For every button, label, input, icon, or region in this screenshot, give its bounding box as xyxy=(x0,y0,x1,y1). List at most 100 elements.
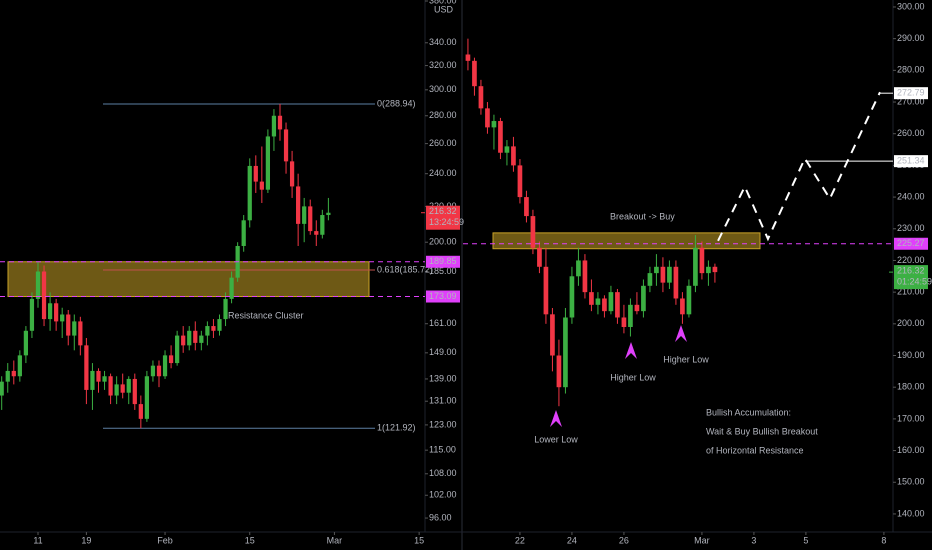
marker-arrow xyxy=(625,342,637,359)
fib-label: 0.618(185.72) xyxy=(377,264,433,274)
y-tick-label: 200.00 xyxy=(897,318,925,328)
x-tick-label: 8 xyxy=(881,535,886,545)
y-tick-label: 210.00 xyxy=(897,287,925,297)
y-tick-label: 260.00 xyxy=(897,128,925,138)
candle-body xyxy=(187,330,192,346)
candle-body xyxy=(150,365,156,377)
candle-body xyxy=(241,220,246,246)
note-line: Bullish Accumulation: xyxy=(706,407,791,417)
candle-body xyxy=(478,86,484,109)
candle-body xyxy=(35,271,41,299)
countdown-label: 01:24:59 xyxy=(897,276,932,286)
y-tick-label: 340.00 xyxy=(429,37,457,47)
y-tick-label: 380.00 xyxy=(429,0,457,5)
level-label-box xyxy=(894,237,928,250)
candle-body xyxy=(205,326,210,336)
candle-body xyxy=(314,231,319,235)
candle-body xyxy=(595,298,601,305)
candle-body xyxy=(132,378,137,405)
candle-body xyxy=(11,370,16,377)
last-price-label: 216.32 xyxy=(429,206,457,216)
candle-body xyxy=(229,277,234,299)
x-tick-label: 15 xyxy=(245,535,255,545)
candle-body xyxy=(706,266,711,274)
candle-body xyxy=(41,271,47,320)
target-label-box xyxy=(894,155,928,168)
y-tick-label: 280.00 xyxy=(897,65,925,75)
currency-label: USD xyxy=(434,4,454,14)
y-tick-label: 115.00 xyxy=(429,445,456,455)
annotation: Resistance Cluster xyxy=(228,310,304,320)
candle-body xyxy=(259,181,264,190)
candle-body xyxy=(615,292,620,318)
level-label: 225.27 xyxy=(897,238,925,248)
annotation: Higher Low xyxy=(610,372,656,382)
y-tick-label: 300.00 xyxy=(897,1,925,11)
y-tick-label: 300.00 xyxy=(429,84,457,94)
candle-body xyxy=(582,260,588,293)
candle-body xyxy=(0,381,4,396)
candle-body xyxy=(472,60,477,87)
last-price-box xyxy=(426,205,460,230)
candle-body xyxy=(576,260,581,277)
note-line: Wait & Buy Bullish Breakout xyxy=(706,426,818,436)
y-tick-label: 280.00 xyxy=(429,110,457,120)
candle-body xyxy=(712,266,718,273)
candle-body xyxy=(96,370,101,382)
resistance-zone xyxy=(492,232,761,250)
candle-body xyxy=(628,304,633,327)
candle-body xyxy=(693,247,698,286)
y-tick-label: 185.00 xyxy=(429,266,457,276)
candle-body xyxy=(102,376,107,382)
candle-body xyxy=(114,384,119,396)
annotation: Lower Low xyxy=(534,434,578,444)
candle-body xyxy=(199,335,204,343)
target-label: 272.79 xyxy=(897,88,925,98)
candle-body xyxy=(253,165,258,182)
candle-body xyxy=(296,186,301,224)
x-tick-label: 26 xyxy=(619,535,629,545)
candle-body xyxy=(550,314,555,356)
x-tick-label: Feb xyxy=(157,535,173,545)
candle-body xyxy=(517,165,523,198)
x-tick-label: 19 xyxy=(81,535,91,545)
x-tick-label: 11 xyxy=(33,535,42,545)
candle-body xyxy=(138,404,143,419)
x-tick-label: 24 xyxy=(567,535,577,545)
level-label-box xyxy=(426,255,460,268)
candle-body xyxy=(491,121,497,128)
y-tick-label: 290.00 xyxy=(897,33,925,43)
annotation: Breakout -> Buy xyxy=(610,211,675,221)
candle-body xyxy=(647,273,653,286)
y-tick-label: 200.00 xyxy=(429,237,457,247)
candle-body xyxy=(144,376,150,419)
candle-body xyxy=(667,266,672,283)
candle-body xyxy=(54,303,59,322)
y-tick-label: 160.00 xyxy=(897,445,925,455)
candle-body xyxy=(537,247,542,267)
fib-label: 1(121.92) xyxy=(377,423,416,433)
candle-body xyxy=(60,314,65,322)
level-label-box xyxy=(426,290,460,303)
y-tick-label: 96.00 xyxy=(429,512,452,522)
target-label: 251.34 xyxy=(897,156,925,166)
candle-body xyxy=(563,317,568,388)
candle-body xyxy=(181,335,186,346)
y-tick-label: 260.00 xyxy=(429,138,457,148)
candle-body xyxy=(485,108,490,128)
candle-body xyxy=(162,355,168,377)
y-tick-label: 131.00 xyxy=(429,396,457,406)
candle-body xyxy=(699,247,705,274)
x-tick-label: Mar xyxy=(327,535,343,545)
y-tick-label: 150.00 xyxy=(897,477,925,487)
candle-body xyxy=(90,370,95,390)
candle-body xyxy=(265,136,271,190)
candle-body xyxy=(47,303,53,320)
y-tick-label: 170.00 xyxy=(897,413,925,423)
marker-arrow xyxy=(550,410,562,427)
candle-body xyxy=(543,266,549,315)
candle-body xyxy=(634,304,640,312)
y-tick-label: 102.00 xyxy=(429,490,457,500)
last-price-label: 216.32 xyxy=(897,265,925,275)
